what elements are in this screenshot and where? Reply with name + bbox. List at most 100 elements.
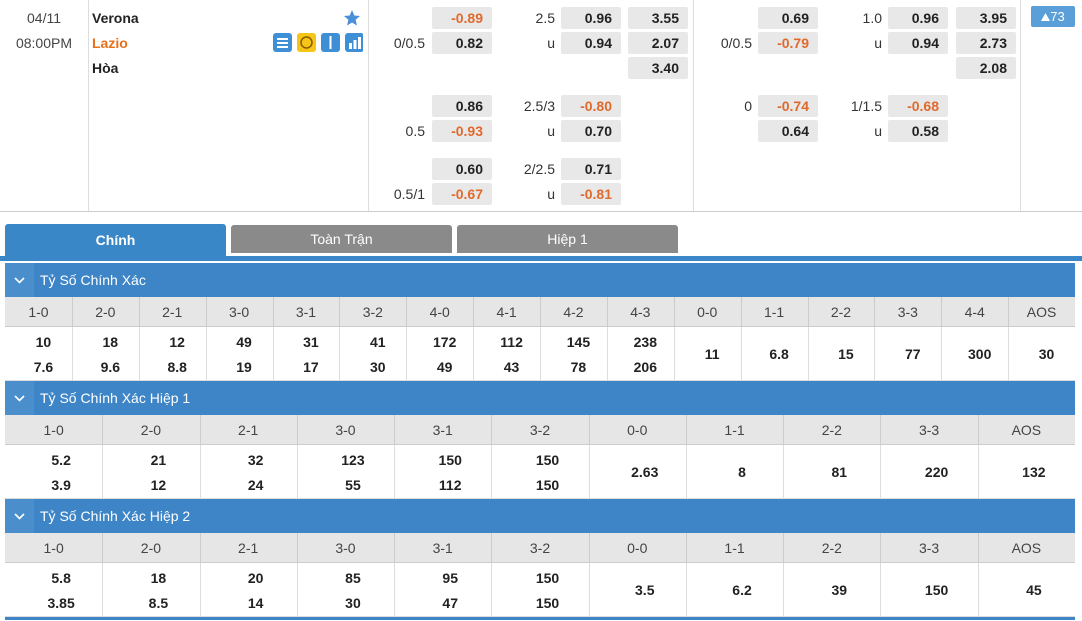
score-odds[interactable]: 11	[704, 346, 720, 362]
score-odds[interactable]: 300	[968, 346, 992, 362]
score-odds[interactable]: 150	[438, 452, 462, 468]
odds-odds[interactable]: -0.67	[432, 183, 492, 205]
score-odds[interactable]: 150	[535, 595, 560, 611]
tab[interactable]: Hiệp 1	[457, 225, 678, 253]
collapse-toggle[interactable]	[5, 263, 34, 297]
x12-odds[interactable]: 2.07	[628, 32, 688, 54]
score-odds[interactable]: 9.6	[100, 359, 121, 375]
ou-odds[interactable]: 0.94	[561, 32, 621, 54]
odds-odds[interactable]: -0.79	[758, 32, 818, 54]
tab[interactable]: Toàn Trận	[231, 225, 452, 253]
score-odds[interactable]: 24	[247, 477, 264, 493]
odds-odds[interactable]: 0.69	[758, 7, 818, 29]
score-odds[interactable]: 95	[442, 570, 458, 586]
ou-odds[interactable]: 0.96	[888, 7, 948, 29]
collapse-toggle[interactable]	[5, 381, 34, 415]
score-odds[interactable]: 47	[442, 595, 458, 611]
odds-odds[interactable]: 0.86	[432, 95, 492, 117]
score-odds[interactable]: 3.85	[47, 595, 75, 611]
tab[interactable]: Chính	[5, 224, 226, 256]
score-odds[interactable]: 123	[341, 452, 365, 468]
favorite-star[interactable]	[343, 9, 361, 27]
section-bar	[5, 263, 1075, 297]
score-odds[interactable]: 172	[433, 334, 457, 350]
score-odds[interactable]: 6.8	[769, 346, 789, 362]
score-odds[interactable]: 6.2	[732, 582, 752, 598]
score-odds[interactable]: 30	[1038, 346, 1055, 362]
score-odds[interactable]: 77	[905, 346, 921, 362]
score-odds[interactable]: 206	[633, 359, 657, 375]
score-odds[interactable]: 132	[1022, 464, 1046, 480]
score-odds[interactable]: 150	[535, 477, 560, 493]
score-odds[interactable]: 49	[436, 359, 453, 375]
score-odds[interactable]: 45	[1026, 582, 1042, 598]
score-odds[interactable]: 8	[738, 464, 746, 480]
score-odds[interactable]: 5.2	[51, 452, 71, 468]
score-odds[interactable]: 15	[838, 346, 854, 362]
score-odds[interactable]: 8.5	[148, 595, 169, 611]
score-odds[interactable]: 3.9	[51, 477, 71, 493]
home-team[interactable]: Verona	[92, 10, 139, 26]
odds-odds[interactable]: -0.93	[432, 120, 492, 142]
away-team[interactable]: Lazio	[92, 35, 128, 51]
score-odds[interactable]: 49	[236, 334, 252, 350]
score-odds[interactable]: 18	[102, 334, 119, 350]
score-odds[interactable]: 10	[35, 334, 52, 350]
score-odds[interactable]: 31	[303, 334, 319, 350]
score-odds[interactable]: 145	[566, 334, 591, 350]
score-odds[interactable]: 32	[247, 452, 264, 468]
collapse-toggle[interactable]	[5, 499, 34, 533]
x12-odds[interactable]: 3.95	[956, 7, 1016, 29]
x12-odds[interactable]: 2.73	[956, 32, 1016, 54]
score-odds[interactable]: 5.8	[51, 570, 71, 586]
score-odds[interactable]: 12	[169, 334, 185, 350]
score-odds[interactable]: 150	[535, 570, 560, 586]
odds-odds[interactable]: -0.74	[758, 95, 818, 117]
score-odds[interactable]: 220	[924, 464, 949, 480]
score-odds[interactable]: 3.5	[635, 582, 655, 598]
match-icons[interactable]	[273, 33, 363, 53]
score-odds[interactable]: 112	[500, 334, 523, 350]
score-odds[interactable]: 43	[503, 359, 520, 375]
more-button[interactable]: 73	[1031, 6, 1075, 27]
odds-odds[interactable]: 0.82	[432, 32, 492, 54]
score-odds[interactable]: 78	[570, 359, 587, 375]
ou-odds[interactable]: 0.94	[888, 32, 948, 54]
score-odds[interactable]: 19	[236, 359, 252, 375]
odds-odds[interactable]: 0.60	[432, 158, 492, 180]
score-odds[interactable]: 55	[345, 477, 361, 493]
ou-odds[interactable]: 0.71	[561, 158, 621, 180]
score-odds[interactable]: 150	[924, 582, 949, 598]
ou-odds[interactable]: 0.58	[888, 120, 948, 142]
cell-divider	[880, 445, 882, 499]
score-odds[interactable]: 30	[370, 359, 386, 375]
ou-odds[interactable]: -0.80	[561, 95, 621, 117]
score-odds[interactable]: 41	[370, 334, 386, 350]
score-odds[interactable]: 2.63	[631, 464, 659, 480]
score-odds[interactable]: 20	[247, 570, 264, 586]
score-odds[interactable]: 112	[438, 477, 462, 493]
x12-odds[interactable]: 3.55	[628, 7, 688, 29]
score-odds[interactable]: 39	[831, 582, 848, 598]
score-odds[interactable]: 17	[303, 359, 319, 375]
x12-odds[interactable]: 3.40	[628, 57, 688, 79]
score-odds[interactable]: 14	[247, 595, 264, 611]
ou-odds[interactable]: 0.96	[561, 7, 621, 29]
x12-odds[interactable]: 2.08	[956, 57, 1016, 79]
ou-odds[interactable]: -0.68	[888, 95, 948, 117]
score-odds[interactable]: 18	[150, 570, 167, 586]
ou-odds[interactable]: -0.81	[561, 183, 621, 205]
score-odds[interactable]: 85	[345, 570, 361, 586]
score-odds[interactable]: 7.6	[33, 359, 54, 375]
ou-odds[interactable]: 0.70	[561, 120, 621, 142]
header-row	[5, 533, 1075, 563]
score-odds[interactable]: 12	[150, 477, 167, 493]
score-odds[interactable]: 30	[345, 595, 361, 611]
score-odds[interactable]: 150	[535, 452, 560, 468]
odds-odds[interactable]: -0.89	[432, 7, 492, 29]
score-odds[interactable]: 21	[150, 452, 167, 468]
score-odds[interactable]: 81	[831, 464, 848, 480]
odds-odds[interactable]: 0.64	[758, 120, 818, 142]
score-odds[interactable]: 238	[633, 334, 657, 350]
score-odds[interactable]: 8.8	[167, 359, 187, 375]
